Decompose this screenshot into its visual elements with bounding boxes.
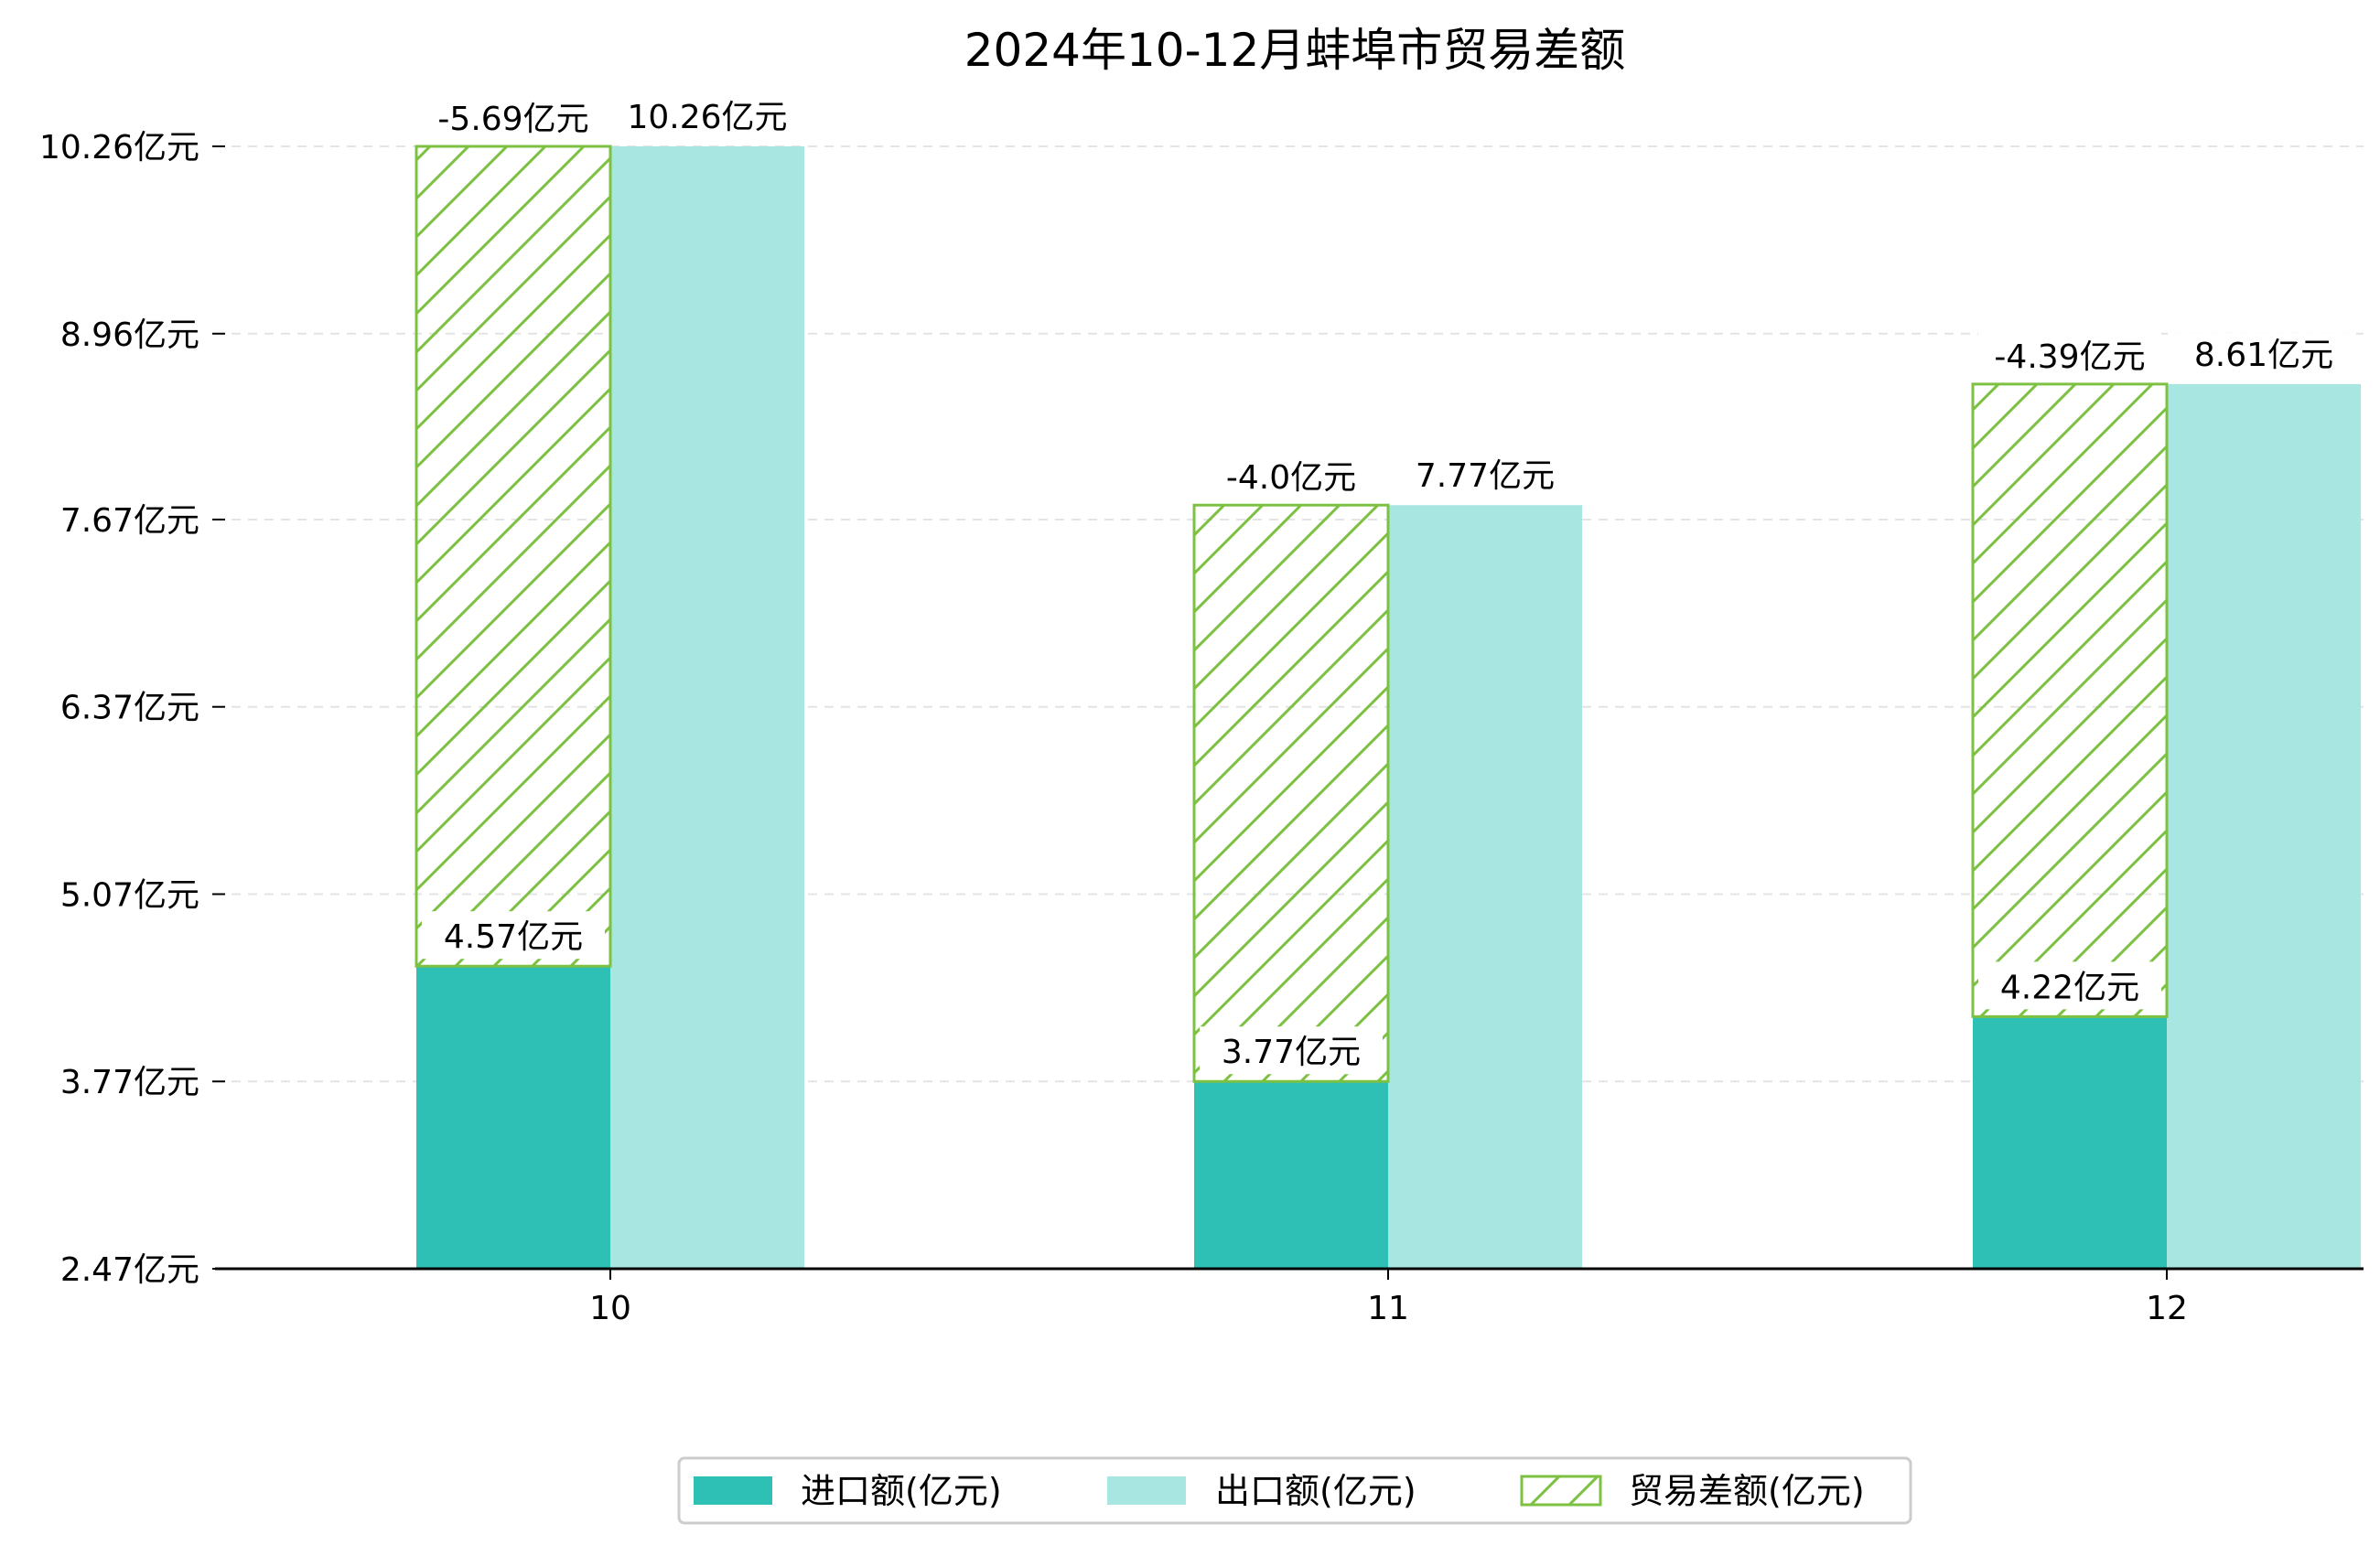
y-tick-label: 8.96亿元 <box>60 317 199 354</box>
bar-export <box>610 146 804 1269</box>
legend-label-export: 出口额(亿元) <box>1215 1471 1416 1511</box>
bar-import <box>1973 1016 2167 1269</box>
data-label-trade-balance: -4.39亿元 <box>1994 338 2145 376</box>
bar-trade-balance <box>1192 503 1390 1083</box>
y-tick-label: 3.77亿元 <box>60 1064 199 1101</box>
data-label-export: 7.77亿元 <box>1416 457 1555 495</box>
data-label-export: 8.61亿元 <box>2194 337 2333 374</box>
data-label-trade-balance: -5.69亿元 <box>437 101 588 138</box>
bar-export <box>1388 505 1582 1269</box>
y-tick-label: 6.37亿元 <box>60 690 199 727</box>
legend-swatch-import <box>694 1476 772 1505</box>
bars <box>415 145 2361 1270</box>
label-bg <box>422 93 605 141</box>
y-tick-label: 5.07亿元 <box>60 876 199 914</box>
legend-label-balance: 贸易差额(亿元) <box>1629 1471 1865 1511</box>
x-tick-label: 10 <box>589 1290 631 1327</box>
label-bg <box>1200 1026 1383 1075</box>
data-label-import: 4.22亿元 <box>2000 969 2139 1006</box>
bar-import <box>416 966 610 1269</box>
bar-import <box>1194 1081 1388 1269</box>
label-bg <box>1978 961 2161 1010</box>
x-tick-label: 12 <box>2146 1290 2188 1327</box>
data-label-export: 10.26亿元 <box>627 99 787 136</box>
data-labels: 4.57亿元 10.26亿元 -5.69亿元 3.77亿元 7.77亿元 -4.0亿元 4.… <box>422 93 2355 1075</box>
legend: 进口额(亿元) 出口额(亿元) 贸易差额(亿元) <box>677 1456 1912 1525</box>
label-bg <box>616 95 799 143</box>
legend-swatch-export <box>1107 1476 1186 1505</box>
data-label-import: 3.77亿元 <box>1222 1034 1361 1071</box>
legend-swatch-balance <box>1520 1475 1602 1507</box>
legend-label-import: 进口额(亿元) <box>801 1471 1002 1511</box>
label-bg <box>2172 332 2355 381</box>
y-tick-label: 10.26亿元 <box>39 129 199 166</box>
x-tick-label: 11 <box>1367 1290 1409 1327</box>
data-label-trade-balance: -4.0亿元 <box>1226 459 1356 497</box>
label-bg <box>1978 330 2161 379</box>
bar-export <box>2167 383 2361 1270</box>
y-tick-label: 2.47亿元 <box>60 1251 199 1289</box>
x-axis-ticks: 10 11 12 <box>589 1269 2188 1327</box>
bar-trade-balance <box>1971 382 2169 1018</box>
chart-title: 2024年10-12月蚌埠市贸易差额 <box>964 24 1626 77</box>
label-bg <box>422 911 605 960</box>
y-tick-label: 7.67亿元 <box>60 502 199 540</box>
y-axis-ticks: 2.47亿元 3.77亿元 5.07亿元 6.37亿元 7.67亿元 8.96亿元 10.2… <box>39 129 225 1289</box>
label-bg <box>1200 452 1383 500</box>
legend-frame <box>677 1456 1912 1525</box>
label-bg <box>1394 454 1577 502</box>
data-label-import: 4.57亿元 <box>444 918 583 956</box>
bar-trade-balance <box>415 145 612 968</box>
